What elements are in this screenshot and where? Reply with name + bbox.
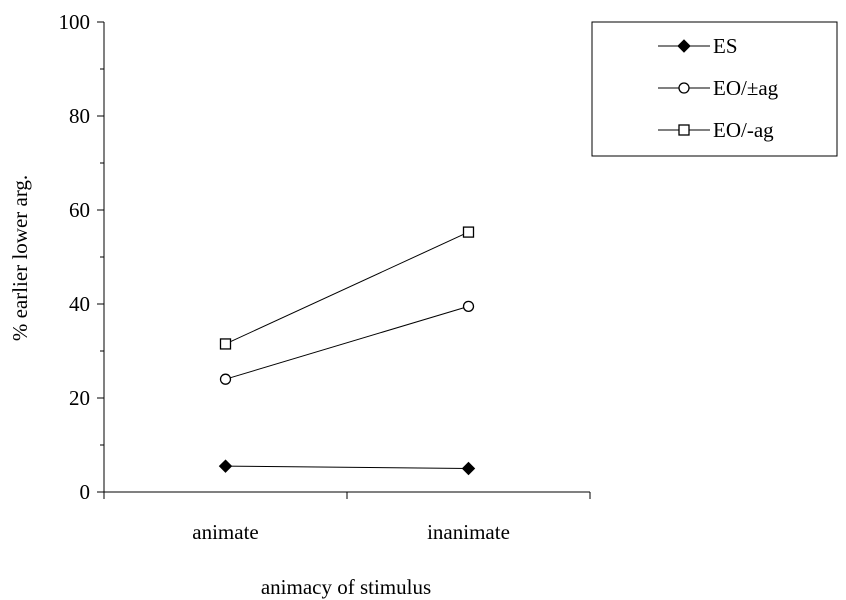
y-tick-label: 20 — [69, 386, 90, 410]
series-2 — [219, 226, 475, 350]
series-1 — [219, 300, 475, 385]
series-line — [225, 231, 469, 345]
series-line — [225, 465, 469, 469]
x-tick-label: animate — [192, 520, 258, 544]
x-axis-title: animacy of stimulus — [261, 575, 431, 599]
data-point — [219, 373, 232, 385]
legend-marker — [677, 39, 691, 53]
legend-label: ES — [713, 34, 738, 58]
legend-label: EO/-ag — [713, 118, 774, 142]
legend-marker — [678, 82, 690, 94]
y-ticks: 0 20 40 60 80 100 animate inanimate — [59, 10, 591, 544]
data-point — [219, 338, 232, 350]
series-layer — [218, 226, 476, 476]
data-point — [462, 226, 475, 238]
legend: ES EO/±ag EO/-ag — [591, 21, 838, 157]
data-point — [462, 300, 475, 313]
legend-marker — [678, 124, 690, 136]
y-tick-label: 40 — [69, 292, 90, 316]
y-tick-label: 100 — [59, 10, 91, 34]
y-axis-title: % earlier lower arg. — [8, 175, 32, 341]
data-point — [218, 459, 233, 473]
series-0 — [218, 459, 476, 476]
legend-label: EO/±ag — [713, 76, 779, 100]
legend-box — [591, 21, 838, 157]
x-tick-label: inanimate — [427, 520, 510, 544]
axes — [103, 22, 590, 493]
data-point — [461, 461, 476, 476]
series-line — [225, 305, 469, 380]
y-tick-label: 0 — [80, 480, 91, 504]
y-tick-label: 60 — [69, 198, 90, 222]
y-tick-label: 80 — [69, 104, 90, 128]
